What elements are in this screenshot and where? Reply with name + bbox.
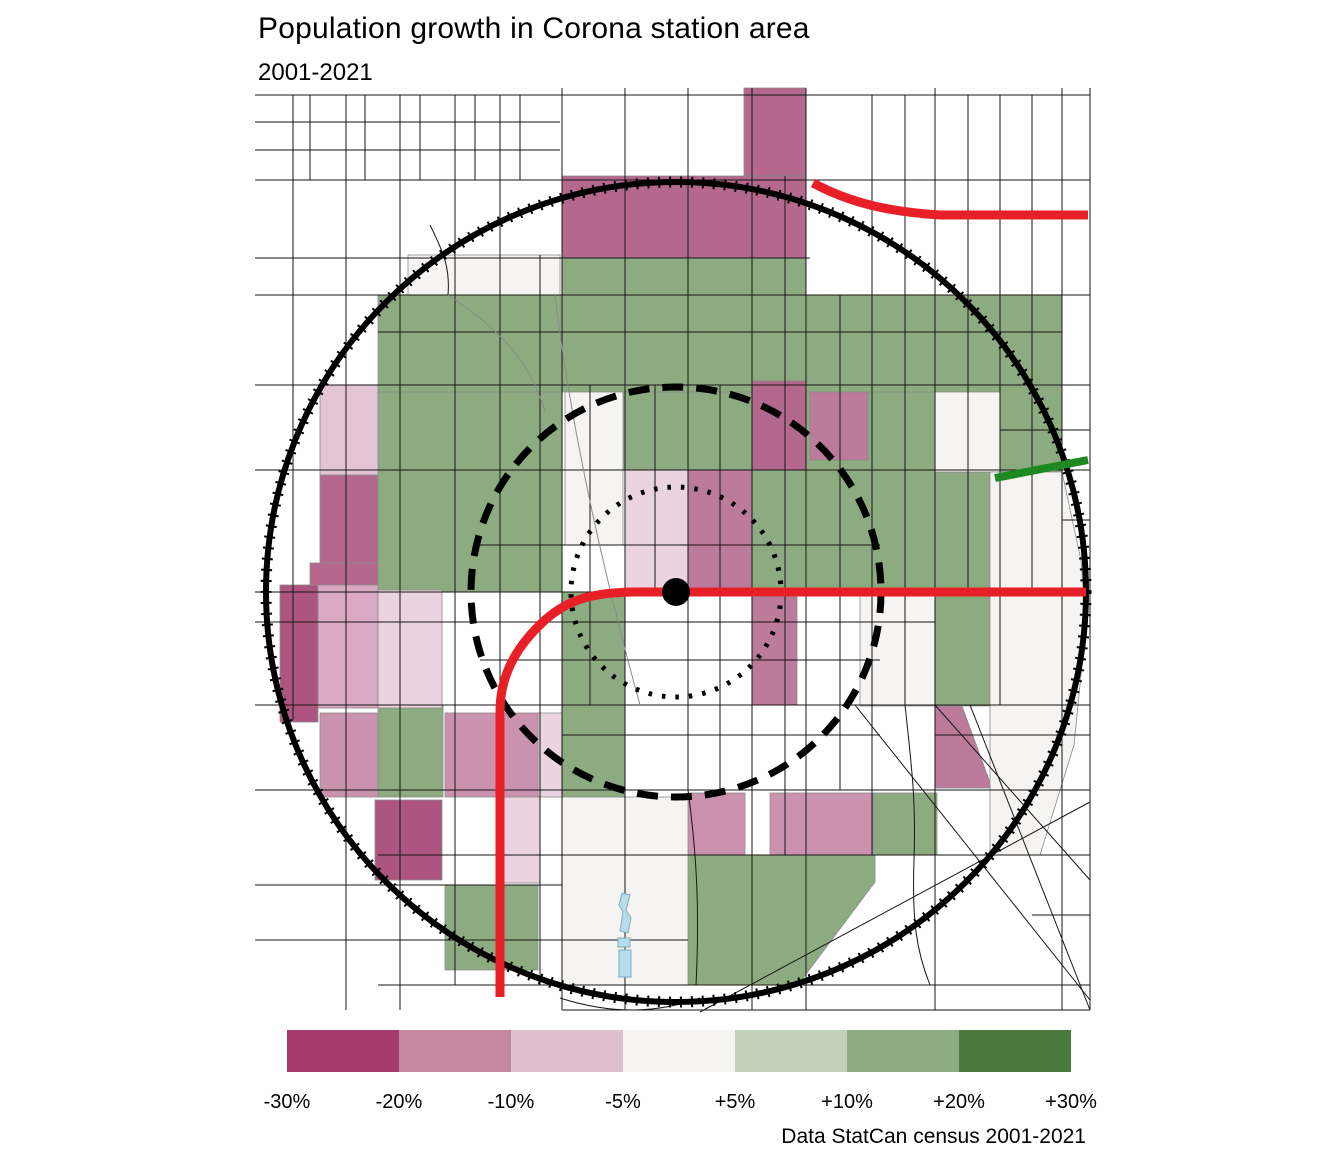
street bbox=[554, 294, 641, 706]
page-subtitle: 2001-2021 bbox=[258, 59, 373, 86]
parcel-G bbox=[751, 469, 807, 593]
legend-label: -30% bbox=[264, 1091, 311, 1113]
parcel-L2 bbox=[319, 384, 379, 476]
parcel-M2 bbox=[743, 87, 807, 177]
parcel-D bbox=[279, 584, 319, 723]
legend-label: +30% bbox=[1045, 1091, 1097, 1113]
parcel-OW bbox=[859, 595, 936, 707]
street bbox=[934, 704, 1091, 881]
legend-swatch bbox=[735, 1030, 847, 1072]
parcel-M2 bbox=[309, 562, 379, 589]
rail-line-east bbox=[994, 456, 1089, 482]
parcel-G bbox=[934, 471, 991, 593]
parcel-M3 bbox=[769, 792, 874, 856]
legend-swatch bbox=[287, 1030, 399, 1072]
legend-swatch bbox=[399, 1030, 511, 1072]
parcel-M3 bbox=[687, 792, 746, 856]
street bbox=[699, 801, 1091, 1013]
parcel-M bbox=[751, 596, 798, 706]
caption: Data StatCan census 2001-2021 bbox=[781, 1125, 1086, 1148]
main-road-northeast bbox=[810, 179, 1088, 220]
parcel-G bbox=[377, 704, 444, 798]
parcel-G bbox=[872, 792, 938, 856]
station-point bbox=[662, 578, 690, 606]
station-marker-layer bbox=[662, 578, 690, 606]
water-body bbox=[617, 937, 631, 948]
legend-label: -20% bbox=[376, 1091, 423, 1113]
parcel-LL bbox=[377, 589, 443, 709]
parcel-M3 bbox=[319, 712, 379, 798]
water-body bbox=[618, 892, 632, 934]
street bbox=[687, 789, 699, 986]
street bbox=[854, 704, 1091, 1001]
parcel-M bbox=[809, 391, 869, 461]
parcel-D bbox=[374, 799, 443, 881]
parcel-M2 bbox=[319, 474, 379, 564]
legend-label: +10% bbox=[821, 1091, 873, 1113]
legend-label: +20% bbox=[933, 1091, 985, 1113]
legend-swatch bbox=[511, 1030, 623, 1072]
water-body bbox=[618, 949, 632, 978]
parcel-L bbox=[317, 584, 379, 709]
color-legend: -30% -20% -10% -5% +5% +10% +20% +30% bbox=[264, 1030, 1097, 1113]
parcel-G bbox=[377, 391, 563, 593]
legend-label: -5% bbox=[605, 1091, 641, 1113]
parcel-G bbox=[377, 294, 1063, 393]
main-road-west-south bbox=[495, 587, 1086, 997]
street bbox=[969, 704, 1091, 1011]
legend-swatch bbox=[623, 1030, 735, 1072]
parcel-G bbox=[934, 595, 991, 707]
parcel-LL bbox=[497, 796, 541, 884]
parcel-G bbox=[561, 257, 807, 296]
parcel-G bbox=[561, 591, 626, 798]
legend-swatch bbox=[959, 1030, 1071, 1072]
water-layer bbox=[617, 892, 632, 978]
street bbox=[429, 224, 449, 296]
street bbox=[447, 294, 546, 413]
legend-swatch bbox=[847, 1030, 959, 1072]
street bbox=[904, 704, 931, 986]
major-roads-layer bbox=[495, 179, 1089, 997]
legend-label: +5% bbox=[715, 1091, 756, 1113]
legend-label: -10% bbox=[488, 1091, 535, 1113]
page-title: Population growth in Corona station area bbox=[258, 12, 810, 45]
